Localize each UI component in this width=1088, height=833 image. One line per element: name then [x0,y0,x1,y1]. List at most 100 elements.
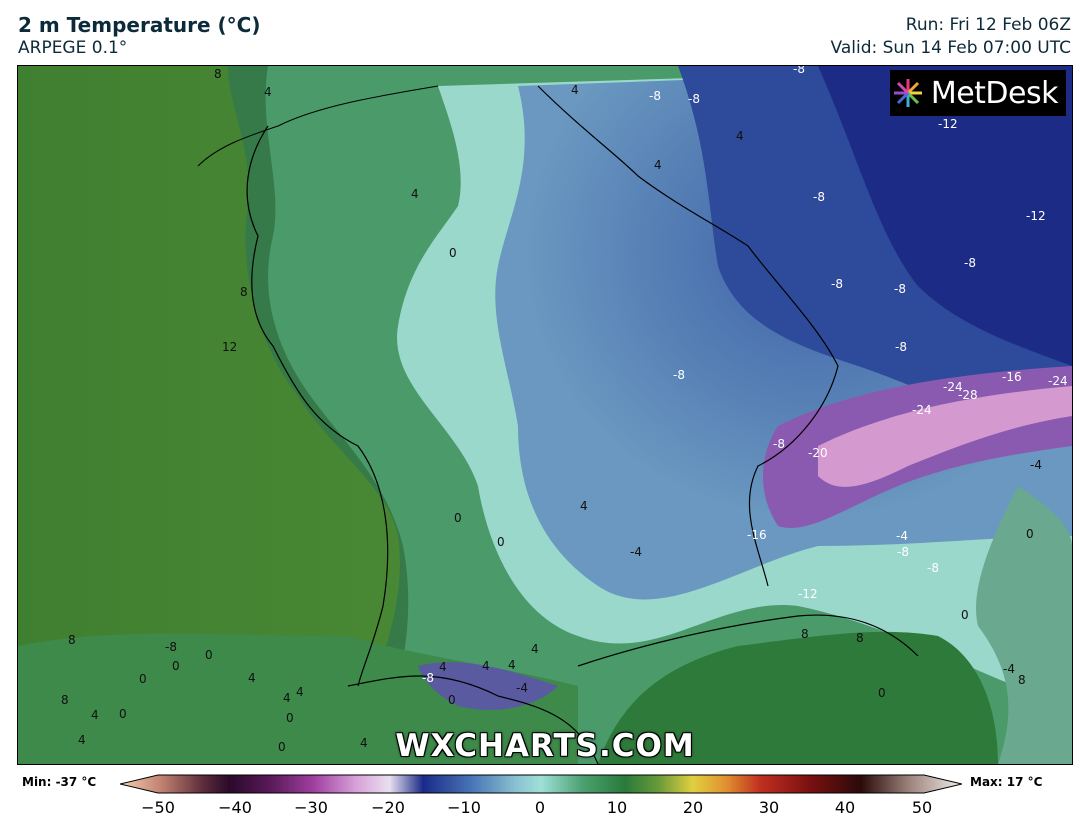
eastern-border [537,85,839,587]
contour-label: 12 [222,340,238,354]
contour-label: -12 [798,587,818,601]
contour-label: -8 [165,640,177,654]
colorbar-tick: 50 [911,798,933,817]
contour-label: 4 [264,85,272,99]
colorbar-max-label: Max: 17 °C [970,775,1043,789]
alps-peak-zone [818,386,1072,487]
contour-label: 4 [580,499,588,513]
contour-label: 8 [240,285,248,299]
contour-label: -16 [1002,370,1022,384]
watermark: WXCHARTS.COM [395,728,695,764]
colorbar-tick: 10 [606,798,628,817]
contour-label: -20 [808,446,828,460]
colorbar-tick: 40 [834,798,856,817]
chart-title: 2 m Temperature (°C) [18,13,261,37]
contour-label: 0 [139,672,147,686]
contour-label: 0 [961,608,969,622]
colorbar-tick: −30 [294,798,328,817]
model-name: ARPEGE 0.1° [18,38,128,58]
contour-label: -8 [688,92,700,106]
header-right: Run: Fri 12 Feb 06Z Valid: Sun 14 Feb 07… [831,14,1071,60]
contour-label: 4 [283,691,291,705]
contour-label: 4 [736,129,744,143]
contour-label: 4 [654,158,662,172]
italy-land [976,486,1072,764]
contour-label: 0 [172,659,180,673]
mediterranean-sea [598,631,998,764]
valid-time: Valid: Sun 14 Feb 07:00 UTC [830,38,1071,58]
contour-label: 8 [61,693,69,707]
contour-label: -8 [927,561,939,575]
contour-label: -24 [1048,374,1068,388]
mediterranean-coastline [577,614,919,667]
england-coastline [197,85,439,167]
contour-label: -8 [895,340,907,354]
contour-label: 4 [508,658,516,672]
contour-label: -8 [773,437,785,451]
contour-label: -8 [422,671,434,685]
contour-label: 4 [439,660,447,674]
contour-label: 0 [205,648,213,662]
logo-text: MetDesk [930,75,1059,111]
colorbar-min-label: Min: -37 °C [22,775,97,789]
contour-label: -8 [813,190,825,204]
contour-label: -4 [1030,458,1042,472]
colorbar-tick: 20 [682,798,704,817]
metdesk-logo-icon [893,79,922,107]
contour-label: 4 [360,736,368,750]
contour-label: 0 [278,740,286,754]
atlantic-coastline [246,125,389,687]
temperature-map: 8 4 8 4 4 4 4 -8 -8 -8 -12 -12 0 -8 -8 -… [17,65,1073,765]
contour-label: 0 [286,711,294,725]
map-canvas [18,66,1072,764]
contour-label: -8 [897,545,909,559]
colorbar-tick: −10 [447,798,481,817]
contour-label: 4 [411,187,419,201]
contour-label: 0 [878,686,886,700]
contour-label: 0 [119,707,127,721]
colorbar-tick: −40 [218,798,252,817]
contour-label: -8 [964,256,976,270]
contour-label: 4 [78,733,86,747]
contour-label: 8 [214,67,222,81]
contour-label: 4 [248,671,256,685]
contour-label: -28 [958,388,978,402]
contour-label: 0 [1026,527,1034,541]
contour-label: -4 [516,681,528,695]
pyrenees-cold [418,662,558,710]
spain-border [347,675,599,764]
colorbar-tick: 30 [758,798,780,817]
contour-label: -8 [894,282,906,296]
contour-label: 4 [531,642,539,656]
contour-label: 0 [449,246,457,260]
contour-label: -16 [747,528,767,542]
colorbar [120,774,962,794]
contour-label: 8 [801,627,809,641]
contour-label: -24 [943,380,963,394]
contour-label: -8 [831,277,843,291]
contour-label: 4 [482,659,490,673]
contour-label: 8 [856,631,864,645]
contour-label: -12 [938,117,958,131]
contour-label: 8 [1018,673,1026,687]
contour-label: -4 [1003,662,1015,676]
colorbar-tick: 0 [534,798,546,817]
contour-label: -4 [896,529,908,543]
colorbar-tick: −20 [371,798,405,817]
contour-label: -4 [630,545,642,559]
contour-label: 4 [296,685,304,699]
contour-label: -24 [912,403,932,417]
header-left: 2 m Temperature (°C) ARPEGE 0.1° [18,12,260,58]
contour-label: 0 [454,511,462,525]
contour-label: 0 [497,535,505,549]
contour-label: -8 [649,89,661,103]
contour-label: 4 [571,83,579,97]
run-time: Run: Fri 12 Feb 06Z [905,15,1071,35]
contour-label: 0 [448,693,456,707]
contour-label: -8 [793,65,805,76]
contour-label: -12 [1026,209,1046,223]
colorbar-tick: −50 [141,798,175,817]
extreme-cold-core [818,66,1072,366]
contour-label: -8 [673,368,685,382]
contour-label: 8 [68,633,76,647]
